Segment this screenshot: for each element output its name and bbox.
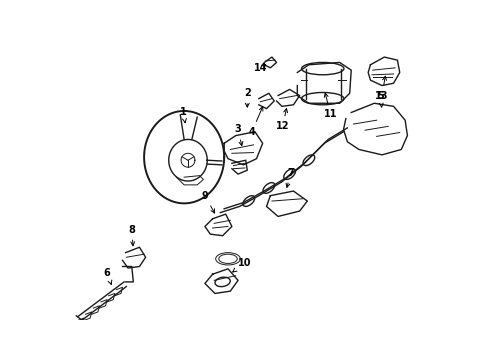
Text: 2: 2 xyxy=(244,88,251,107)
Text: 4: 4 xyxy=(248,107,263,137)
Text: 1: 1 xyxy=(180,107,187,123)
Text: 6: 6 xyxy=(104,267,112,284)
Text: 12: 12 xyxy=(276,109,290,131)
Text: 7: 7 xyxy=(286,167,294,187)
Text: 11: 11 xyxy=(324,93,337,119)
Text: 8: 8 xyxy=(128,225,135,246)
Text: 5: 5 xyxy=(377,91,384,107)
Text: 13: 13 xyxy=(375,76,389,100)
Text: 3: 3 xyxy=(235,125,243,146)
Text: 9: 9 xyxy=(201,191,215,213)
Text: 14: 14 xyxy=(254,63,268,73)
Text: 10: 10 xyxy=(233,258,252,272)
